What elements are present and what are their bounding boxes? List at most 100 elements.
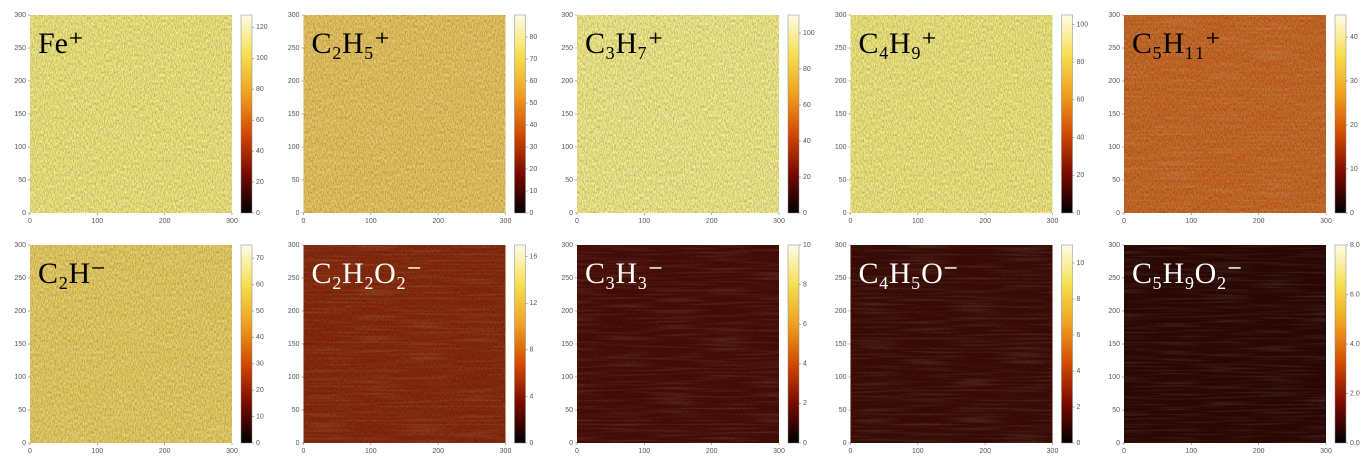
- y-tick-label: 50: [1112, 407, 1120, 414]
- x-tick-label: 0: [849, 448, 853, 455]
- y-tick-label: 150: [288, 111, 300, 118]
- y-tick-label: 0: [843, 440, 847, 447]
- colorbar-tick-label: 20: [256, 387, 264, 394]
- y-tick-label: 150: [14, 111, 26, 118]
- y-tick-label: 50: [839, 177, 847, 184]
- x-tick-label: 100: [1185, 448, 1197, 455]
- x-tick-label: 100: [912, 448, 924, 455]
- y-tick-label: 150: [1108, 111, 1120, 118]
- y-tick-label: 300: [288, 242, 300, 249]
- y-tick-label: 250: [14, 45, 26, 52]
- x-tick-label: 100: [365, 448, 377, 455]
- colorbar: [788, 245, 799, 443]
- colorbar: [515, 15, 526, 213]
- x-tick-label: 100: [1185, 218, 1197, 225]
- x-tick-label: 300: [1047, 218, 1059, 225]
- y-tick-label: 150: [561, 341, 573, 348]
- colorbar-tick-label: 8: [530, 347, 534, 354]
- x-tick-label: 200: [979, 448, 991, 455]
- y-tick-label: 50: [18, 177, 26, 184]
- colorbar-tick-label: 40: [256, 334, 264, 341]
- y-tick-label: 200: [561, 308, 573, 315]
- colorbar-tick-label: 10: [1350, 166, 1358, 173]
- colorbar-tick-label: 70: [530, 56, 538, 63]
- colorbar-tick-label: 100: [256, 55, 268, 62]
- y-tick-label: 0: [569, 440, 573, 447]
- y-tick-label: 150: [835, 111, 847, 118]
- x-tick-label: 300: [1320, 448, 1332, 455]
- colorbar-tick-label: 30: [1350, 78, 1358, 85]
- y-tick-label: 100: [835, 144, 847, 151]
- y-tick-label: 50: [1112, 177, 1120, 184]
- colorbar-tick-label: 20: [1350, 122, 1358, 129]
- x-tick-label: 0: [302, 448, 306, 455]
- panel-title: C₄H₉⁺: [859, 27, 937, 60]
- colorbar: [241, 15, 252, 213]
- y-tick-label: 100: [288, 374, 300, 381]
- y-tick-label: 200: [288, 308, 300, 315]
- y-tick-label: 250: [561, 275, 573, 282]
- x-tick-label: 100: [365, 218, 377, 225]
- y-tick-label: 50: [565, 407, 573, 414]
- panel-title: C₃H₇⁺: [585, 27, 663, 60]
- y-tick-label: 50: [839, 407, 847, 414]
- colorbar-tick-label: 0: [530, 440, 534, 447]
- colorbar-tick-label: 40: [803, 138, 811, 145]
- colorbar-tick-label: 80: [530, 34, 538, 41]
- y-tick-label: 300: [1108, 242, 1120, 249]
- colorbar-tick-label: 40: [530, 122, 538, 129]
- colorbar-tick-label: 60: [1077, 97, 1085, 104]
- colorbar-tick-label: 40: [1350, 34, 1358, 41]
- y-tick-label: 100: [288, 144, 300, 151]
- y-tick-label: 250: [1108, 275, 1120, 282]
- y-tick-label: 250: [1108, 45, 1120, 52]
- colorbar-tick-label: 0: [530, 210, 534, 217]
- colorbar-tick-label: 4: [530, 393, 534, 400]
- colorbar-tick-label: 60: [803, 102, 811, 109]
- x-tick-label: 300: [1047, 448, 1059, 455]
- panel-title: C₅H₁₁⁺: [1132, 27, 1221, 60]
- y-tick-label: 200: [14, 308, 26, 315]
- panel-title: C₃H₃⁻: [585, 257, 663, 290]
- y-tick-label: 200: [14, 78, 26, 85]
- colorbar-tick-label: 10: [256, 413, 264, 420]
- colorbar-tick-label: 40: [1077, 134, 1085, 141]
- colorbar-tick-label: 80: [803, 66, 811, 73]
- y-tick-label: 300: [288, 12, 300, 19]
- figure: Fe⁺0100200300050100150200250300020406080…: [0, 0, 1362, 460]
- colorbar-tick-label: 20: [256, 179, 264, 186]
- colorbar-tick-label: 6: [803, 321, 807, 328]
- y-tick-label: 300: [835, 12, 847, 19]
- colorbar-tick-label: 12: [530, 300, 538, 307]
- colorbar-tick-label: 30: [530, 144, 538, 151]
- y-tick-label: 200: [561, 78, 573, 85]
- colorbar-tick-label: 2: [803, 400, 807, 407]
- colorbar-tick-label: 0: [803, 440, 807, 447]
- y-tick-label: 0: [1116, 210, 1120, 217]
- y-tick-label: 300: [835, 242, 847, 249]
- y-tick-label: 200: [1108, 308, 1120, 315]
- x-tick-label: 0: [575, 218, 579, 225]
- x-tick-label: 200: [979, 218, 991, 225]
- colorbar-tick-label: 8.0: [1350, 242, 1360, 249]
- colorbar: [515, 245, 526, 443]
- y-tick-label: 100: [1108, 144, 1120, 151]
- y-tick-label: 250: [835, 275, 847, 282]
- colorbar-tick-label: 120: [256, 24, 268, 31]
- colorbar-tick-label: 20: [803, 174, 811, 181]
- colorbar-tick-label: 0: [1077, 440, 1081, 447]
- x-tick-label: 300: [773, 448, 785, 455]
- colorbar-tick-label: 4: [1077, 368, 1081, 375]
- colorbar-tick-label: 20: [530, 166, 538, 173]
- panel-title: C₄H₅O⁻: [859, 257, 959, 290]
- y-tick-label: 100: [14, 374, 26, 381]
- x-tick-label: 300: [500, 448, 512, 455]
- colorbar: [1062, 15, 1073, 213]
- colorbar: [1062, 245, 1073, 443]
- y-tick-label: 300: [14, 12, 26, 19]
- x-tick-label: 200: [1253, 448, 1265, 455]
- y-tick-label: 250: [288, 275, 300, 282]
- colorbar-tick-label: 60: [256, 117, 264, 124]
- x-tick-label: 200: [159, 218, 171, 225]
- y-tick-label: 0: [296, 440, 300, 447]
